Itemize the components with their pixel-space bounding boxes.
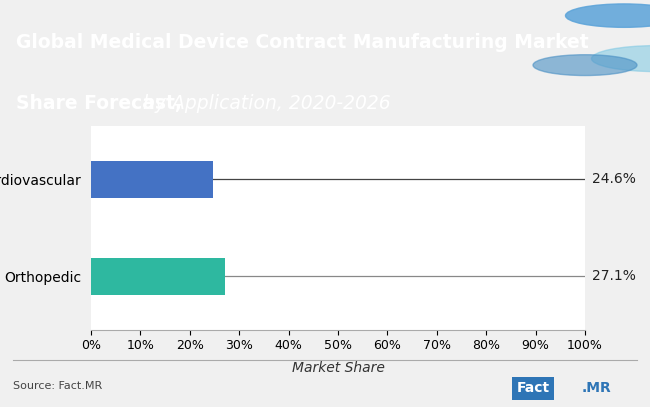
Text: .MR: .MR — [582, 381, 612, 396]
Text: Fact: Fact — [517, 381, 549, 396]
Circle shape — [533, 55, 637, 76]
Text: by Application, 2020-2026: by Application, 2020-2026 — [143, 94, 391, 113]
Text: 24.6%: 24.6% — [592, 173, 636, 186]
Text: 27.1%: 27.1% — [592, 269, 636, 283]
X-axis label: Market Share: Market Share — [292, 361, 384, 375]
Text: Source: Fact.MR: Source: Fact.MR — [13, 381, 102, 391]
Text: Share Forecast,: Share Forecast, — [16, 94, 188, 113]
Circle shape — [566, 4, 650, 27]
Circle shape — [592, 46, 650, 72]
Bar — [91, 258, 225, 295]
Bar — [91, 161, 213, 198]
Text: Global Medical Device Contract Manufacturing Market: Global Medical Device Contract Manufactu… — [16, 33, 589, 52]
